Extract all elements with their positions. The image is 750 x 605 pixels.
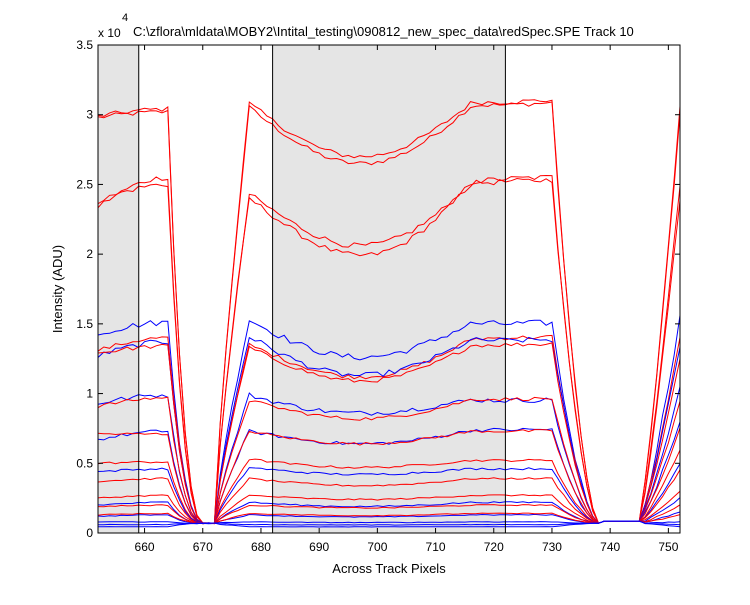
y-tick-label: 1 [86, 387, 93, 401]
series-line-12 [97, 427, 681, 525]
x-tick-label: 730 [542, 540, 562, 554]
x-tick-label: 740 [600, 540, 620, 554]
plot-frame [97, 44, 681, 534]
y-tick-label: 3 [86, 108, 93, 122]
y-tick-label: 3.5 [76, 38, 93, 52]
x-tick-label: 680 [251, 540, 271, 554]
y-multiplier-exponent: 4 [122, 12, 128, 24]
series-lines [97, 99, 681, 528]
x-axis-ticks: 660 670 680 690 700 710 720 730 740 750 [135, 45, 679, 554]
chart-title: C:\zflora\mldata\MOBY2\Intital_testing\0… [133, 24, 634, 39]
x-tick-label: 670 [193, 540, 213, 554]
y-axis-ticks: 0 0.5 1 1.5 2 2.5 3 3.5 [76, 38, 680, 540]
shaded-regions [98, 45, 506, 533]
series-line-10 [97, 396, 681, 525]
y-tick-label: 0 [86, 526, 93, 540]
x-tick-label: 710 [426, 540, 446, 554]
series-line-8 [97, 342, 681, 525]
x-tick-label: 750 [658, 540, 678, 554]
y-multiplier-label: x 10 [98, 26, 121, 40]
x-axis-label: Across Track Pixels [332, 561, 446, 576]
shaded-region [272, 45, 506, 533]
vertical-markers [138, 45, 506, 533]
x-tick-label: 660 [135, 540, 155, 554]
y-tick-label: 1.5 [76, 317, 93, 331]
series-line-2 [97, 99, 681, 525]
y-tick-label: 2 [86, 247, 93, 261]
series-line-23 [98, 520, 681, 528]
series-line-14 [97, 463, 681, 525]
shaded-region [98, 45, 139, 533]
x-tick-label: 720 [484, 540, 504, 554]
x-tick-label: 700 [367, 540, 387, 554]
y-tick-label: 0.5 [76, 456, 93, 470]
y-tick-label: 2.5 [76, 177, 93, 191]
x-tick-label: 690 [309, 540, 329, 554]
series-line-4 [97, 177, 681, 524]
y-axis-label: Intensity (ADU) [50, 245, 65, 333]
